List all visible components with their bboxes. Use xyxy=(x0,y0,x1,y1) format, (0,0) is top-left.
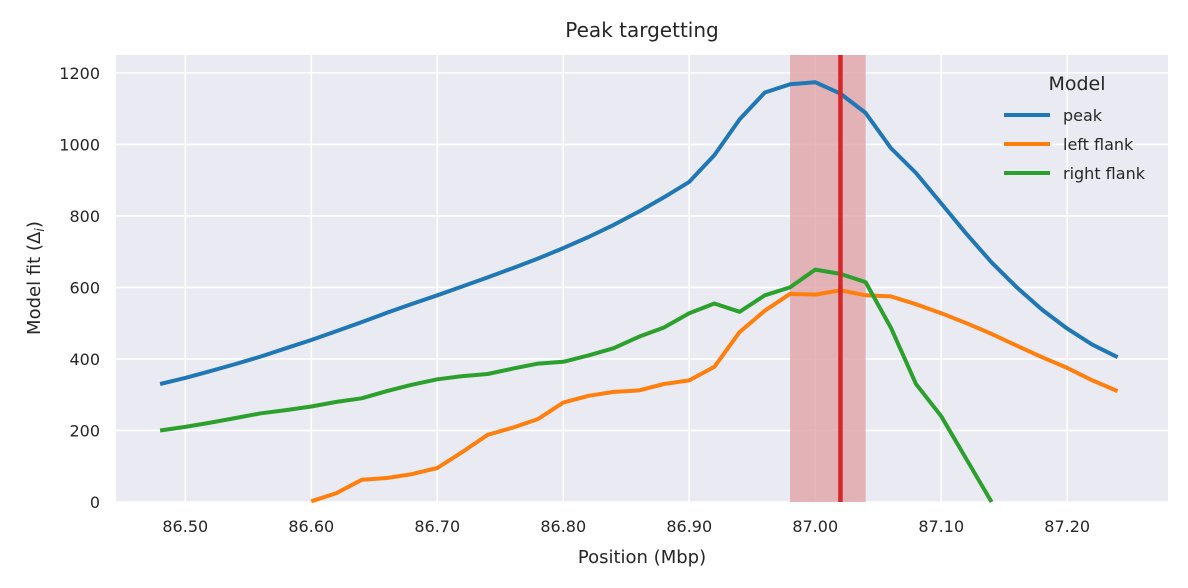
y-tick-label: 1000 xyxy=(59,135,100,154)
x-tick-label: 87.10 xyxy=(918,517,964,536)
x-tick-label: 86.80 xyxy=(540,517,586,536)
y-axis-title-subscript: i xyxy=(33,228,48,232)
x-tick-label: 87.00 xyxy=(792,517,838,536)
y-axis-title-close: ) xyxy=(24,221,45,228)
series-line-left-flank xyxy=(310,288,1119,504)
x-tick-label: 87.20 xyxy=(1044,517,1090,536)
plot-area xyxy=(116,55,1168,502)
legend: Model peak left flank right flank xyxy=(1004,73,1146,183)
x-tick-label: 86.60 xyxy=(288,517,334,536)
y-axis-title-main: Model fit (Δ xyxy=(24,231,45,335)
y-tick-label: 800 xyxy=(69,207,100,226)
y-axis-title: Model fit (Δi) xyxy=(24,221,48,335)
x-tick-label: 86.50 xyxy=(162,517,208,536)
x-tick-labels: 86.50 86.60 86.70 86.80 86.90 87.00 87.10 87.20 xyxy=(162,517,1090,536)
x-axis-title: Position (Mbp) xyxy=(578,547,706,568)
legend-label: right flank xyxy=(1063,164,1146,183)
y-tick-label: 0 xyxy=(90,493,100,512)
y-tick-label: 1200 xyxy=(59,64,100,83)
legend-label: left flank xyxy=(1063,135,1134,154)
y-tick-label: 200 xyxy=(69,421,100,440)
series-layer xyxy=(159,80,1119,504)
y-tick-label: 400 xyxy=(69,350,100,369)
y-tick-labels: 0 200 400 600 800 1000 1200 xyxy=(59,64,100,512)
legend-title: Model xyxy=(1048,73,1105,95)
y-tick-label: 600 xyxy=(69,278,100,297)
chart-title: Peak targetting xyxy=(565,18,718,42)
series-line-peak xyxy=(159,80,1119,386)
x-tick-label: 86.70 xyxy=(414,517,460,536)
x-tick-label: 86.90 xyxy=(666,517,712,536)
legend-label: peak xyxy=(1063,106,1103,125)
series-line-right-flank xyxy=(159,267,994,504)
